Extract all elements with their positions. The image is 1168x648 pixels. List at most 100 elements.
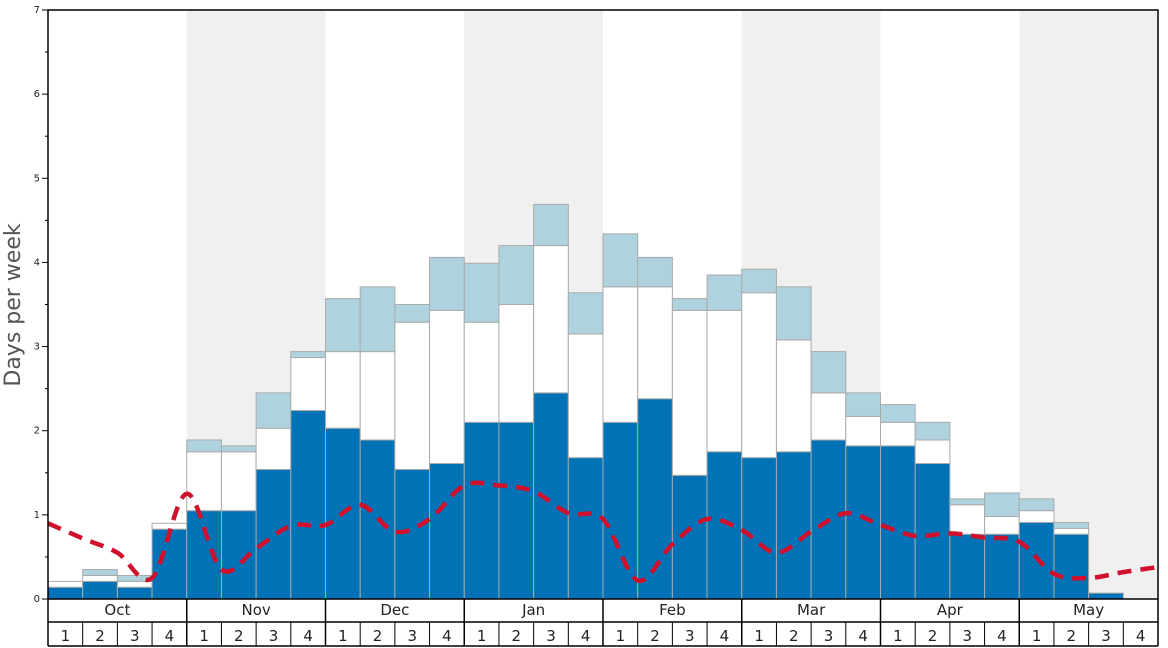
bar-week-21-light — [741, 268, 777, 294]
bar-week-11-white — [394, 321, 431, 470]
y-tick-label: 3 — [34, 342, 40, 353]
week-label: 4 — [720, 627, 730, 645]
bar-week-13-dark — [463, 421, 500, 600]
bar-week-12-dark — [429, 463, 465, 600]
bar-week-23-light — [810, 351, 847, 394]
bar-week-14-white — [498, 304, 535, 423]
bar-week-14-dark — [498, 421, 535, 600]
bar-week-21-dark — [741, 457, 777, 600]
bar-week-28-white — [984, 516, 1020, 535]
bar-week-28-light — [984, 492, 1020, 518]
month-label-feb: Feb — [659, 601, 686, 619]
y-tick-label: 5 — [34, 173, 40, 184]
bar-week-5-white — [186, 451, 222, 512]
bar-week-16-white — [567, 333, 604, 459]
bar-week-1-white — [47, 580, 84, 588]
week-label: 3 — [130, 627, 140, 645]
bar-week-20-light — [706, 274, 743, 311]
bar-week-13-white — [463, 321, 500, 423]
trend-line — [47, 480, 1159, 583]
bar-week-19-dark — [671, 474, 708, 600]
bar-week-27-light — [949, 498, 986, 506]
week-label: 4 — [165, 627, 175, 645]
week-label: 2 — [650, 627, 660, 645]
week-label: 3 — [1101, 627, 1111, 645]
bar-week-31-dark — [1088, 592, 1124, 600]
bar-week-17-dark — [602, 421, 639, 600]
bar-week-9-white — [325, 351, 361, 429]
week-label: 4 — [1136, 627, 1146, 645]
bar-week-26-dark — [914, 463, 951, 600]
bar-week-15-white — [533, 245, 569, 394]
week-label: 2 — [1067, 627, 1077, 645]
bar-week-29-white — [1018, 510, 1055, 523]
bar-week-25-light — [880, 404, 916, 423]
month-label-may: May — [1073, 601, 1104, 619]
bar-week-6-light — [220, 445, 257, 453]
week-label: 3 — [685, 627, 695, 645]
bar-week-8-light — [290, 351, 326, 359]
bar-week-6-white — [220, 451, 257, 512]
bar-week-12-white — [429, 309, 465, 465]
week-label: 1 — [477, 627, 487, 645]
bar-week-7-dark — [255, 468, 292, 600]
bar-week-15-light — [533, 203, 569, 247]
bar-week-18-white — [637, 286, 673, 400]
week-label: 2 — [789, 627, 799, 645]
week-label: 4 — [303, 627, 313, 645]
bar-week-20-white — [706, 309, 743, 453]
bar-week-25-white — [880, 421, 916, 447]
week-label: 2 — [512, 627, 522, 645]
week-label: 2 — [373, 627, 383, 645]
bar-week-23-white — [810, 392, 847, 441]
bar-week-10-light — [359, 286, 396, 353]
bar-week-13-light — [463, 262, 500, 323]
week-label: 3 — [407, 627, 417, 645]
week-label: 4 — [581, 627, 591, 645]
bar-week-14-light — [498, 245, 535, 306]
bar-week-17-light — [602, 233, 639, 288]
week-label: 1 — [338, 627, 348, 645]
bar-week-26-light — [914, 421, 951, 441]
y-tick-label: 7 — [34, 5, 40, 16]
month-label-nov: Nov — [241, 601, 270, 619]
week-label: 1 — [1032, 627, 1042, 645]
bar-week-8-dark — [290, 410, 326, 600]
bar-week-28-dark — [984, 533, 1020, 600]
week-label: 3 — [824, 627, 834, 645]
y-axis: 0 1 2 3 4 5 6 7 — [34, 5, 48, 605]
y-tick-label: 6 — [34, 89, 40, 100]
bar-week-30-light — [1053, 521, 1090, 529]
week-label: 1 — [754, 627, 764, 645]
bar-week-10-white — [359, 351, 396, 441]
week-label: 3 — [269, 627, 279, 645]
bar-week-7-white — [255, 427, 292, 470]
week-label: 1 — [61, 627, 71, 645]
bar-week-2-light — [82, 569, 118, 576]
bar-week-18-light — [637, 256, 673, 288]
bar-week-24-light — [845, 392, 881, 417]
week-label: 1 — [616, 627, 626, 645]
month-label-jan: Jan — [521, 601, 545, 619]
bar-week-27-white — [949, 504, 986, 535]
bar-week-7-light — [255, 392, 292, 429]
bar-week-12-light — [429, 256, 465, 311]
week-label: 4 — [442, 627, 452, 645]
bar-week-25-dark — [880, 445, 916, 600]
bar-week-16-dark — [567, 457, 604, 600]
bar-week-20-dark — [706, 451, 743, 600]
bar-week-2-dark — [82, 580, 118, 600]
month-label-mar: Mar — [797, 601, 826, 619]
bar-week-19-light — [671, 298, 708, 311]
week-label: 3 — [546, 627, 556, 645]
bar-week-27-dark — [949, 533, 986, 600]
bar-week-22-white — [775, 339, 812, 453]
trend-line-group — [47, 480, 1159, 583]
week-label: 2 — [234, 627, 244, 645]
bar-week-30-white — [1053, 527, 1090, 535]
bar-week-24-white — [845, 415, 881, 447]
bar-week-21-white — [741, 292, 777, 459]
bar-week-19-white — [671, 309, 708, 476]
week-label: 3 — [962, 627, 972, 645]
